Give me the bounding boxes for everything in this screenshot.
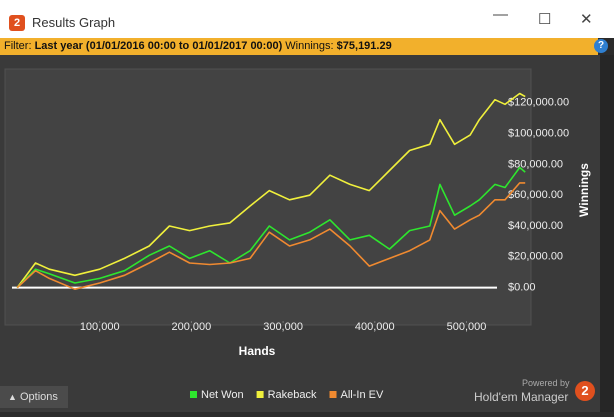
x-tick-label: 200,000 [172, 321, 212, 333]
chart-panel: Winnings Hands $0.00 $20,000.00 $40,000.00… [0, 55, 600, 412]
brand-badge: 2 [575, 381, 595, 401]
chart: Winnings Hands $0.00 $20,000.00 $40,000.00… [4, 68, 591, 401]
y-tick-label: $60,000.00 [508, 189, 563, 201]
app-icon: 2 [9, 15, 25, 31]
help-button[interactable]: ? [594, 39, 608, 53]
plot-area [4, 68, 532, 326]
background-app [600, 55, 614, 412]
legend-label: Net Won [201, 389, 244, 401]
series-line [16, 92, 526, 289]
options-label: Options [19, 391, 58, 403]
x-tick-label: 500,000 [447, 321, 487, 333]
close-button[interactable]: ✕ [580, 11, 593, 28]
legend-label: All-In EV [341, 389, 384, 401]
filter-bar: Filter: Last year (01/01/2016 00:00 to 0… [0, 38, 598, 55]
legend-swatch [329, 391, 337, 398]
series-line [16, 166, 526, 289]
minimize-button[interactable]: — [493, 6, 508, 23]
winnings-value: $75,191.29 [336, 40, 392, 52]
window-title: Results Graph [32, 15, 116, 30]
y-tick-label: $0.00 [508, 282, 536, 294]
x-tick-label: 100,000 [80, 321, 120, 333]
legend-label: Rakeback [268, 389, 317, 401]
legend-swatch [256, 391, 264, 398]
legend-swatch [190, 391, 197, 398]
y-tick-label: $120,000.00 [508, 97, 569, 109]
x-tick-label: 300,000 [263, 321, 303, 333]
x-tick-label: 400,000 [355, 321, 395, 333]
y-tick-label: $100,000.00 [508, 127, 569, 139]
y-axis-label: Winnings [577, 163, 591, 217]
y-tick-label: $40,000.00 [508, 220, 563, 232]
x-axis-label: Hands [239, 344, 276, 358]
y-tick-label: $80,000.00 [508, 158, 563, 170]
filter-label: Filter: [4, 40, 32, 52]
series-line [16, 182, 526, 290]
maximize-button[interactable]: ☐ [538, 11, 552, 28]
filter-range: Last year (01/01/2016 00:00 to 01/01/201… [34, 40, 283, 52]
y-tick-label: $20,000.00 [508, 251, 563, 263]
powered-by: Powered by [522, 378, 570, 388]
options-button[interactable]: ▲ Options [0, 386, 68, 408]
brand-name: Hold'em Manager [474, 390, 569, 404]
winnings-label: Winnings: [285, 40, 334, 52]
title-bar: 2 Results Graph — ☐ ✕ [0, 0, 614, 38]
